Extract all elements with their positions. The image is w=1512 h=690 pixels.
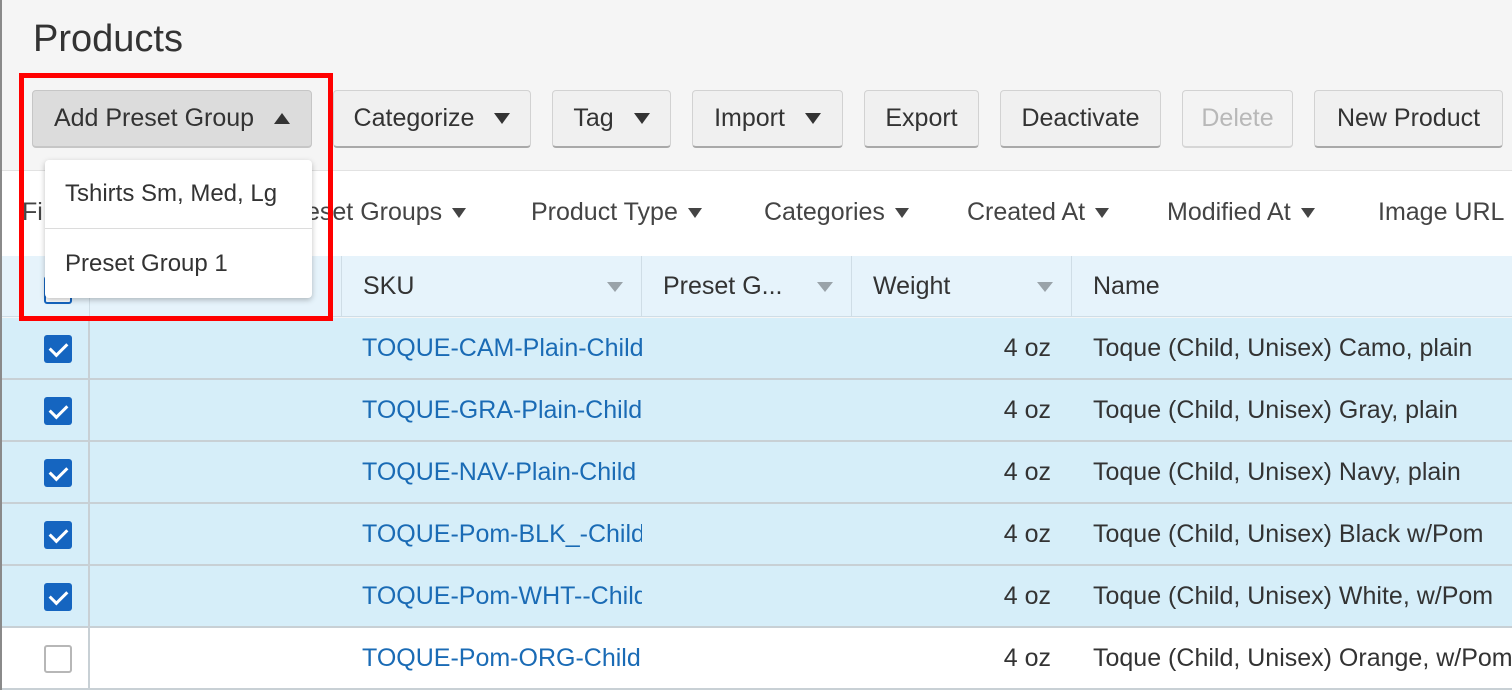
weight-cell: 4 oz (1003, 333, 1051, 362)
row-checkbox[interactable] (44, 459, 72, 487)
tag-button[interactable]: Tag (552, 90, 671, 148)
table-row[interactable]: TOQUE-NAV-Plain-Child 4 oz Toque (Child, U… (0, 442, 1512, 504)
row-checkbox[interactable] (44, 521, 72, 549)
categorize-button[interactable]: Categorize (333, 90, 531, 148)
column-divider (88, 380, 90, 440)
table-row[interactable]: TOQUE-Pom-WHT--Child 4 oz Toque (Child, Un… (0, 566, 1512, 628)
row-checkbox[interactable] (44, 583, 72, 611)
name-cell: Toque (Child, Unisex) Orange, w/Pom (1093, 643, 1512, 672)
sku-link[interactable]: TOQUE-GRA-Plain-Child (362, 395, 642, 424)
column-divider (88, 628, 90, 688)
filter-product-type-label: Product Type (531, 198, 678, 226)
filter-created-at-label: Created At (967, 198, 1086, 226)
categorize-label: Categorize (353, 104, 475, 132)
filter-image-url-label: Image URL (1378, 198, 1505, 226)
header-preset-groups-label: Preset G... (663, 272, 783, 300)
name-cell: Toque (Child, Unisex) White, w/Pom (1093, 581, 1494, 610)
add-preset-group-label: Add Preset Group (53, 104, 255, 132)
row-checkbox[interactable] (44, 335, 72, 363)
caret-down-icon (633, 113, 650, 124)
name-cell: Toque (Child, Unisex) Black w/Pom (1093, 519, 1484, 548)
header-sku-label: SKU (363, 272, 415, 300)
table-row[interactable]: TOQUE-GRA-Plain-Child 4 oz Toque (Child, U… (0, 380, 1512, 442)
dropdown-item-preset-group-1[interactable]: Preset Group 1 (65, 249, 228, 277)
filter-preset-groups-label: eset Groups (306, 198, 443, 226)
delete-label: Delete (1201, 104, 1274, 132)
sku-link[interactable]: TOQUE-NAV-Plain-Child (362, 457, 637, 486)
row-checkbox[interactable] (44, 645, 72, 673)
deactivate-label: Deactivate (1021, 104, 1140, 132)
export-label: Export (885, 104, 958, 132)
header-blank-column[interactable] (90, 256, 342, 317)
filter-partial-label: Fi (22, 198, 43, 226)
caret-up-icon (274, 113, 291, 124)
name-cell: Toque (Child, Unisex) Navy, plain (1093, 457, 1461, 486)
header-name[interactable]: Name (1072, 256, 1512, 317)
delete-button[interactable]: Delete (1182, 90, 1293, 148)
sku-link[interactable]: TOQUE-Pom-WHT--Child (362, 581, 642, 610)
table-row[interactable]: TOQUE-CAM-Plain-Child 4 oz Toque (Child, U… (0, 318, 1512, 380)
header-sku[interactable]: SKU (342, 256, 642, 317)
window-left-edge (0, 0, 2, 690)
filter-modified-at-label: Modified At (1167, 198, 1291, 226)
products-table: SKU Preset G... Weight Name TOQUE-CAM-Pl… (0, 256, 1512, 690)
export-button[interactable]: Export (864, 90, 979, 148)
header-weight[interactable]: Weight (852, 256, 1072, 317)
weight-cell: 4 oz (1003, 643, 1051, 672)
filter-created-at[interactable]: Created At (967, 198, 1110, 227)
filter-partial[interactable]: Fi (22, 198, 43, 227)
tag-label: Tag (573, 104, 614, 132)
caret-down-icon (804, 113, 821, 124)
sku-link[interactable]: TOQUE-Pom-ORG-Child (362, 643, 641, 672)
column-divider (88, 318, 90, 378)
caret-down-icon (894, 207, 909, 218)
filter-preset-groups[interactable]: eset Groups (306, 198, 467, 227)
preset-group-dropdown: Tshirts Sm, Med, Lg Preset Group 1 (45, 160, 312, 298)
column-divider (88, 504, 90, 564)
filter-image-url[interactable]: Image URL (1378, 198, 1504, 227)
import-button[interactable]: Import (692, 90, 843, 148)
filter-categories[interactable]: Categories (764, 198, 909, 227)
caret-down-icon (1300, 207, 1315, 218)
filter-categories-label: Categories (764, 198, 885, 226)
name-cell: Toque (Child, Unisex) Camo, plain (1093, 333, 1473, 362)
import-label: Import (714, 104, 785, 132)
table-row[interactable]: TOQUE-Pom-BLK_-Child 4 oz Toque (Child, Un… (0, 504, 1512, 566)
page-title: Products (33, 18, 183, 60)
column-divider (88, 566, 90, 626)
header-name-label: Name (1093, 272, 1160, 300)
deactivate-button[interactable]: Deactivate (1000, 90, 1161, 148)
sku-link[interactable]: TOQUE-CAM-Plain-Child (362, 333, 642, 362)
weight-cell: 4 oz (1003, 581, 1051, 610)
filter-modified-at[interactable]: Modified At (1167, 198, 1315, 227)
weight-cell: 4 oz (1003, 395, 1051, 424)
dropdown-item-tshirts[interactable]: Tshirts Sm, Med, Lg (45, 160, 312, 229)
sort-icon[interactable] (817, 282, 833, 292)
caret-down-icon (452, 207, 467, 218)
caret-down-icon (494, 113, 511, 124)
row-checkbox[interactable] (44, 397, 72, 425)
table-row[interactable]: TOQUE-Pom-ORG-Child 4 oz Toque (Child, Uni… (0, 628, 1512, 690)
sort-icon[interactable] (607, 282, 623, 292)
caret-down-icon (1095, 207, 1110, 218)
caret-down-icon (687, 207, 702, 218)
new-product-button[interactable]: New Product (1314, 90, 1503, 148)
add-preset-group-button[interactable]: Add Preset Group (32, 90, 312, 148)
weight-cell: 4 oz (1003, 519, 1051, 548)
header-preset-groups[interactable]: Preset G... (642, 256, 852, 317)
sort-icon[interactable] (1037, 282, 1053, 292)
header-weight-label: Weight (873, 272, 951, 300)
column-divider (88, 442, 90, 502)
weight-cell: 4 oz (1003, 457, 1051, 486)
name-cell: Toque (Child, Unisex) Gray, plain (1093, 395, 1458, 424)
new-product-label: New Product (1336, 104, 1481, 132)
sku-link[interactable]: TOQUE-Pom-BLK_-Child (362, 519, 642, 548)
filter-product-type[interactable]: Product Type (531, 198, 702, 227)
